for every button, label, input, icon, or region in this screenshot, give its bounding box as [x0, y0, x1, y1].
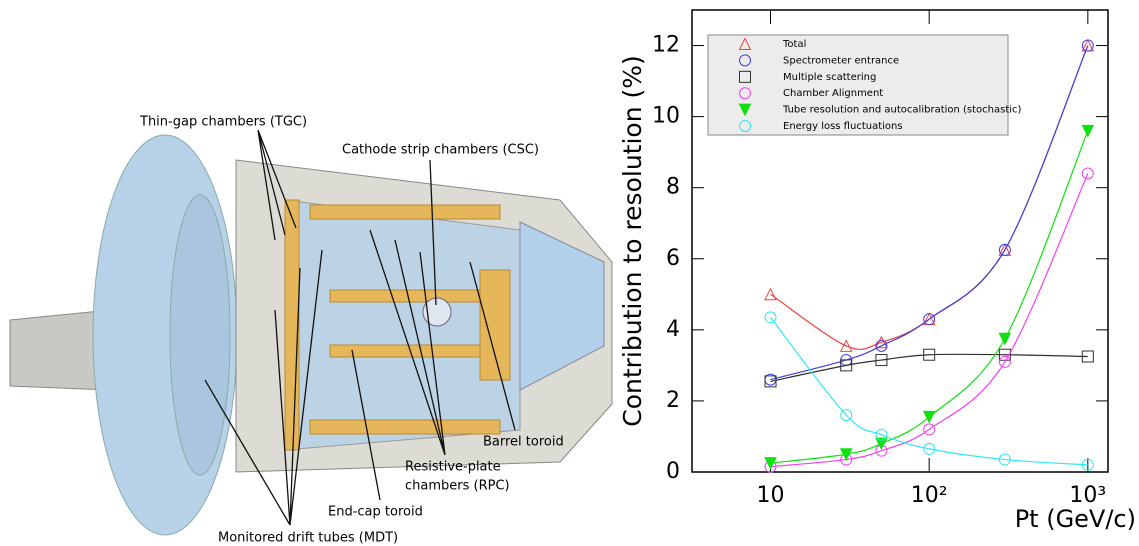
y-axis-title: Contribution to resolution (%) [618, 55, 647, 427]
legend-label: Spectrometer entrance [783, 55, 899, 66]
legend-marker [739, 87, 751, 100]
legend-marker [739, 70, 751, 83]
label: chambers (RPC) [405, 479, 510, 494]
data-point [923, 313, 936, 326]
data-point [764, 457, 777, 470]
series-line [770, 317, 1088, 466]
data-point [922, 410, 936, 424]
label: Cathode strip chambers (CSC) [342, 143, 539, 158]
data-point [1081, 350, 1094, 363]
legend-marker [739, 120, 751, 132]
data-point [923, 423, 936, 436]
data-point [875, 335, 888, 349]
label: End-cap toroid [328, 505, 423, 520]
plot-frame [691, 9, 1109, 473]
y-tick-label: 6 [666, 246, 680, 271]
data-point [764, 311, 777, 324]
label: Thin-gap chambers (TGC) [139, 115, 307, 130]
label: Monitored drift tubes (MDT) [218, 531, 398, 546]
y-tick-label: 10 [652, 104, 680, 129]
legend-label: Tube resolution and autocalibration (sto… [782, 105, 1022, 116]
legend-label: Multiple scattering [783, 72, 876, 83]
x-tick-label: 10² [911, 483, 948, 508]
detector-illustration [9, 134, 613, 536]
y-tick-label: 4 [666, 317, 680, 342]
legend-box [707, 34, 1009, 136]
legend-marker [739, 54, 751, 67]
end-wheel-inner [169, 194, 231, 476]
data-point [998, 453, 1011, 466]
y-tick-label: 12 [652, 33, 680, 58]
legend-label: Energy loss fluctuations [783, 121, 903, 132]
data-point [875, 437, 888, 451]
data-point [875, 339, 888, 352]
data-point [839, 339, 853, 352]
end-cap [519, 221, 605, 391]
data-point [840, 359, 853, 372]
inner-detector [422, 297, 452, 327]
series-line [770, 353, 1088, 382]
leader-line [204, 249, 323, 526]
leader-line [257, 129, 297, 241]
data-point [923, 442, 936, 455]
label: Barrel toroid [483, 435, 564, 450]
leader-lines [204, 129, 516, 526]
leader-line [351, 349, 381, 501]
data-point [1081, 39, 1094, 52]
leader-line [469, 261, 516, 431]
legend-marker [738, 103, 752, 117]
y-tick-label: 2 [666, 388, 680, 413]
x-tick-label: 10 [757, 483, 785, 508]
data-point [1081, 458, 1094, 471]
data-point [998, 348, 1011, 361]
x-axis-title: Pt (GeV/c) [1015, 505, 1136, 533]
data-point [764, 375, 777, 388]
data-point [839, 448, 853, 461]
data-point [923, 348, 936, 361]
label: Resistive-plate [405, 460, 501, 475]
x-tick-label: 10³ [1069, 483, 1106, 508]
data-point [1081, 124, 1095, 138]
leader-line [369, 229, 446, 456]
data-point [1081, 167, 1094, 180]
data-point [764, 287, 777, 301]
data-point [875, 354, 888, 367]
y-tick-label: 0 [666, 459, 680, 484]
data-point [998, 332, 1012, 346]
legend-label: Chamber Alignment [783, 88, 883, 99]
data-point [998, 243, 1011, 256]
leader-line [429, 159, 437, 306]
data-point [998, 355, 1011, 368]
data-point [840, 409, 853, 422]
data-point [875, 428, 888, 441]
y-tick-label: 8 [666, 175, 680, 200]
legend-marker [738, 37, 752, 50]
legend-label: Total [782, 39, 806, 50]
